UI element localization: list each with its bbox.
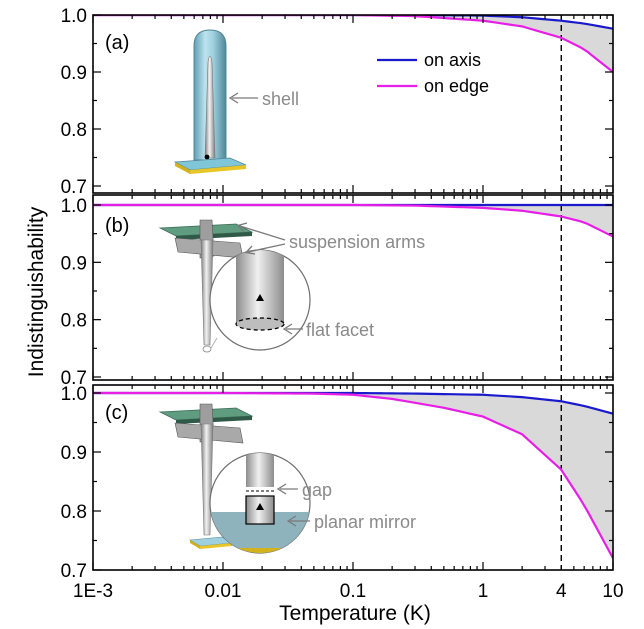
y-tick-label: 0.8 (61, 120, 87, 141)
y-tick-label: 0.8 (61, 502, 87, 523)
panel-frame-1 (92, 14, 614, 194)
series-line-on-edge-panel-1 (93, 15, 613, 73)
shaded-area-panel-1 (93, 15, 613, 72)
legend-label-on-edge: on edge (424, 76, 489, 96)
x-axis-title: Temperature (K) (279, 602, 431, 625)
x-tick-label: 0.01 (205, 581, 242, 602)
y-tick-label: 0.8 (61, 311, 87, 332)
axes: 0.70.80.91.00.70.80.91.00.70.80.91.01E-3… (61, 6, 624, 602)
panel-label-a: (a) (105, 32, 129, 54)
legend-label-on-axis: on axis (424, 50, 481, 70)
legend: on axis on edge (377, 50, 489, 96)
x-tick-label: 1E-3 (73, 581, 113, 602)
illustration-nanowire-mirror (158, 403, 311, 554)
annotation-flat-facet: flat facet (306, 320, 374, 340)
y-tick-label: 0.7 (61, 561, 87, 582)
panel-frame-2 (92, 194, 614, 381)
y-tick-label: 1.0 (61, 196, 87, 217)
y-tick-label: 1.0 (61, 6, 87, 27)
data-curves (93, 15, 613, 559)
x-tick-label: 1 (478, 581, 489, 602)
x-tick-label: 4 (556, 581, 567, 602)
y-axis-title: Indistinguishability (25, 206, 48, 377)
y-tick-label: 0.9 (61, 63, 87, 84)
illustration-nanowire-suspended (158, 219, 311, 353)
series-line-on-edge-panel-3 (93, 391, 613, 559)
y-tick-label: 0.7 (61, 368, 87, 389)
annotation-arrows (228, 92, 310, 527)
illustration-micropillar-shell (173, 29, 247, 174)
panel-label-c: (c) (105, 402, 128, 424)
panel-label-b: (b) (105, 215, 129, 237)
annotation-gap: gap (302, 480, 332, 500)
y-tick-label: 1.0 (61, 384, 87, 405)
annotation-shell: shell (262, 89, 299, 109)
x-tick-label: 10 (602, 581, 623, 602)
x-tick-label: 0.1 (340, 581, 366, 602)
series-line-on-edge-panel-2 (93, 203, 613, 238)
annotation-suspension-arms: suspension arms (289, 232, 425, 252)
shaded-areas (93, 15, 613, 559)
annotation-planar-mirror: planar mirror (314, 512, 416, 532)
y-tick-label: 0.7 (61, 177, 87, 198)
y-tick-label: 0.9 (61, 443, 87, 464)
series-line-on-axis-panel-1 (93, 15, 613, 30)
y-tick-label: 0.9 (61, 253, 87, 274)
